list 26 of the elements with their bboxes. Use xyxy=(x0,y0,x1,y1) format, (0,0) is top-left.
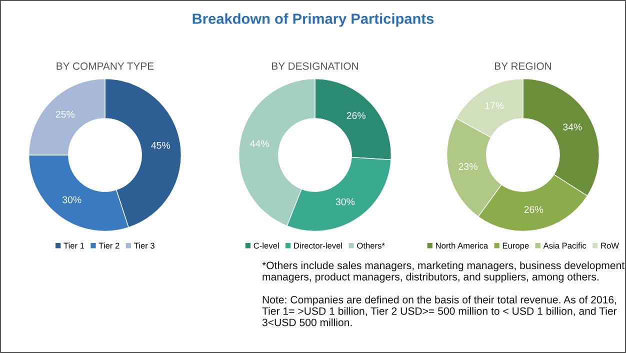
data-label: 30% xyxy=(62,196,82,204)
data-label: 26% xyxy=(524,206,543,213)
legend-label: Others* xyxy=(357,242,385,249)
text: Note: Companies are defined on the basis of their total revenue. As of 2016, Tier 1= >USD 1 billion, Tier 2 USD>= 500 million to < USD 1 billion, and Tier 3<USD 500 million. xyxy=(262,296,617,326)
legend-label: RoW xyxy=(601,242,620,249)
chart-subtitle: BY REGION xyxy=(495,62,551,70)
legend-label: Director-level xyxy=(294,242,342,249)
legend-label: North America xyxy=(436,242,488,249)
data-label: 30% xyxy=(336,198,355,206)
data-label: 23% xyxy=(458,163,478,170)
legend-label: Tier 1 xyxy=(64,242,84,249)
legend-label: Tier 3 xyxy=(134,242,154,249)
data-label: 25% xyxy=(56,110,75,118)
legend-label: C-level xyxy=(254,242,279,249)
data-label: 44% xyxy=(250,140,269,148)
data-label: 34% xyxy=(563,124,582,130)
data-label: 26% xyxy=(346,112,366,120)
legend-label: Tier 2 xyxy=(98,242,120,249)
data-label: 45% xyxy=(151,142,170,149)
chart-subtitle: BY DESIGNATION xyxy=(272,62,358,70)
data-label: 17% xyxy=(485,102,504,110)
chart-subtitle: BY COMPANY TYPE xyxy=(56,62,154,70)
text: *Others include sales managers, marketing managers, business development managers, product managers, distributors, and suppliers, among others. xyxy=(262,261,625,283)
legend-label: Asia Pacific xyxy=(543,242,586,249)
legend-label: Europe xyxy=(502,242,529,250)
text: Breakdown of Primary Participants xyxy=(192,13,434,27)
